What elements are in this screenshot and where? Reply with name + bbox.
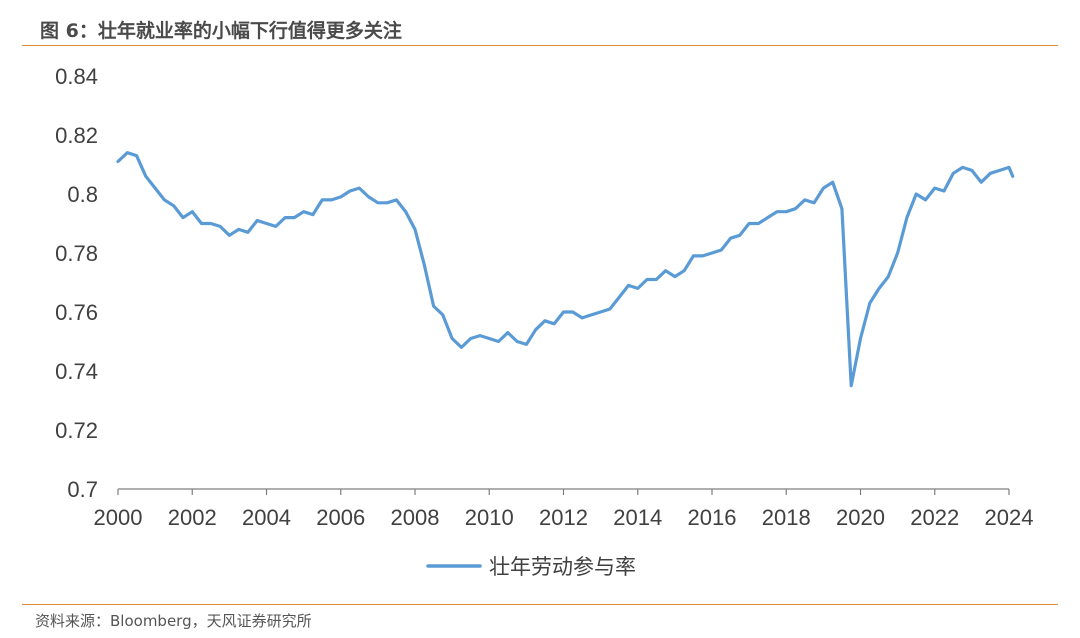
bottom-divider bbox=[22, 604, 1058, 605]
source-note: 资料来源：Bloomberg，天风证券研究所 bbox=[35, 612, 312, 630]
x-tick-label: 2024 bbox=[985, 505, 1034, 530]
x-tick-label: 2008 bbox=[391, 505, 440, 530]
y-axis-tick-labels: 0.7 0.72 0.74 0.76 0.78 0.8 0.82 0.84 bbox=[55, 64, 98, 502]
x-tick-label: 2004 bbox=[242, 505, 291, 530]
legend-label: 壮年劳动参与率 bbox=[489, 555, 636, 579]
figure-title: 图 6：壮年就业率的小幅下行值得更多关注 bbox=[40, 20, 402, 42]
y-tick-label: 0.72 bbox=[55, 418, 98, 443]
x-tick-label: 2010 bbox=[465, 505, 514, 530]
series-line bbox=[116, 151, 1015, 388]
x-tick-label: 2002 bbox=[168, 505, 217, 530]
y-tick-label: 0.7 bbox=[67, 477, 98, 502]
x-tick-label: 2022 bbox=[910, 505, 959, 530]
x-tick-label: 2000 bbox=[94, 505, 143, 530]
x-tick-label: 2012 bbox=[539, 505, 588, 530]
x-tick-label: 2016 bbox=[688, 505, 737, 530]
y-tick-label: 0.74 bbox=[55, 359, 98, 384]
plot-series bbox=[116, 151, 1015, 388]
x-tick-label: 2020 bbox=[836, 505, 885, 530]
y-tick-label: 0.78 bbox=[55, 241, 98, 266]
legend: 壮年劳动参与率 bbox=[426, 555, 636, 579]
y-tick-label: 0.84 bbox=[55, 64, 98, 89]
x-axis: 2000 2002 2004 2006 2008 2010 2012 2014 2016 2018… bbox=[94, 488, 1034, 530]
x-tick-label: 2014 bbox=[613, 505, 662, 530]
y-tick-label: 0.82 bbox=[55, 123, 98, 148]
y-tick-label: 0.8 bbox=[67, 182, 98, 207]
top-divider bbox=[22, 45, 1058, 46]
x-tick-label: 2018 bbox=[762, 505, 811, 530]
line-chart: 0.70.720.740.760.780.80.820.84 2000 2002 2… bbox=[55, 64, 1034, 579]
x-tick-label: 2006 bbox=[316, 505, 365, 530]
y-tick-label: 0.76 bbox=[55, 300, 98, 325]
